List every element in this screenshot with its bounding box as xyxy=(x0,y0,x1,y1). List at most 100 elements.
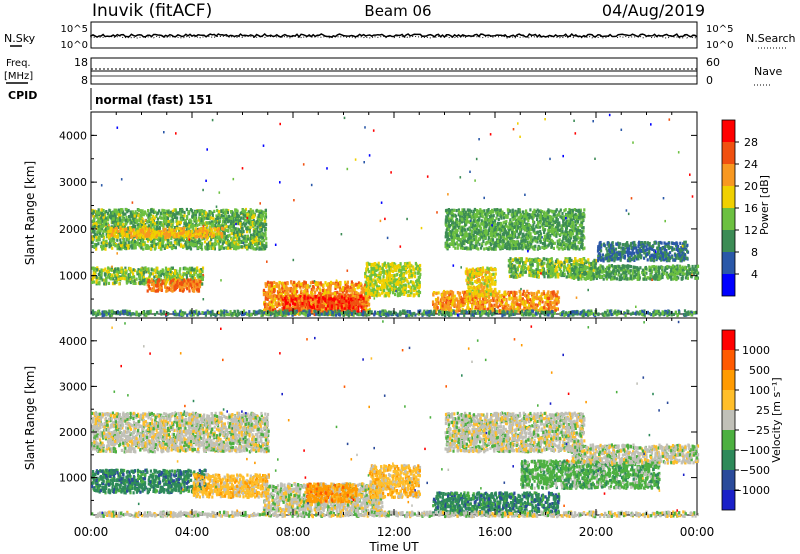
data-cell xyxy=(296,290,299,294)
data-cell xyxy=(150,282,153,287)
data-cell xyxy=(264,297,267,301)
data-cell xyxy=(314,302,317,306)
data-cell xyxy=(161,234,164,238)
data-cell xyxy=(197,246,200,250)
data-cell xyxy=(136,241,139,245)
data-cell xyxy=(185,207,188,212)
data-cell xyxy=(197,289,201,293)
data-cell xyxy=(182,231,185,235)
data-cell xyxy=(112,217,115,221)
data-cell xyxy=(398,277,401,281)
data-cell xyxy=(220,234,223,238)
data-cell xyxy=(194,235,197,239)
data-cell xyxy=(261,210,264,214)
data-cell xyxy=(341,295,344,299)
data-cell xyxy=(260,247,263,251)
data-cell xyxy=(174,208,177,212)
data-cell xyxy=(147,209,150,213)
data-cell xyxy=(201,269,204,273)
data-cell xyxy=(190,225,193,229)
data-cell xyxy=(95,243,98,247)
data-cell xyxy=(146,246,149,250)
data-cell xyxy=(381,286,384,290)
data-cell xyxy=(168,228,171,232)
data-cell xyxy=(124,228,127,232)
data-cell xyxy=(148,215,151,219)
data-cell xyxy=(223,231,226,236)
data-cell xyxy=(101,219,104,223)
data-cell xyxy=(219,219,222,223)
data-cell xyxy=(318,287,321,291)
data-cell xyxy=(249,213,252,217)
data-cell xyxy=(112,242,115,247)
data-cell xyxy=(153,230,156,234)
data-cell xyxy=(188,227,191,231)
data-cell xyxy=(194,227,197,231)
data-cell xyxy=(190,229,193,233)
data-cell xyxy=(93,217,96,221)
data-cell xyxy=(119,220,122,224)
data-cell xyxy=(224,211,227,215)
data-cell xyxy=(318,306,321,310)
data-cell xyxy=(150,223,153,227)
data-cell xyxy=(247,243,250,247)
data-cell xyxy=(251,241,254,245)
data-cell xyxy=(240,245,243,249)
data-cell xyxy=(110,226,113,230)
data-cell xyxy=(156,230,159,234)
data-cell xyxy=(302,306,305,310)
data-cell xyxy=(217,221,220,225)
data-cell xyxy=(100,234,103,238)
data-cell xyxy=(221,239,224,243)
data-cell xyxy=(261,232,264,236)
data-cell xyxy=(102,238,105,242)
data-cell xyxy=(98,276,101,280)
data-cell xyxy=(133,231,136,235)
data-cell xyxy=(168,276,171,281)
data-cell xyxy=(179,267,182,271)
data-cell xyxy=(320,299,323,303)
data-cell xyxy=(164,221,167,225)
data-cell xyxy=(145,227,149,231)
data-cell xyxy=(199,220,202,224)
data-cell xyxy=(206,237,209,241)
data-cell xyxy=(135,212,138,216)
data-cell xyxy=(128,230,131,234)
data-cell xyxy=(178,226,181,230)
data-cell xyxy=(157,270,160,274)
data-cell xyxy=(128,215,131,219)
data-cell xyxy=(187,244,190,248)
data-cell xyxy=(118,216,121,220)
data-cell xyxy=(183,244,186,248)
data-cell xyxy=(243,236,246,240)
data-cell xyxy=(245,212,248,216)
data-cell xyxy=(333,292,336,296)
data-cell xyxy=(365,300,368,304)
data-cell xyxy=(129,210,132,214)
data-cell xyxy=(184,219,187,223)
data-cell xyxy=(140,220,143,224)
data-cell xyxy=(235,247,238,251)
data-cell xyxy=(224,226,227,230)
data-cell xyxy=(418,280,421,285)
data-cell xyxy=(290,281,293,285)
data-cell xyxy=(164,212,167,216)
data-cell xyxy=(214,217,217,222)
data-cell xyxy=(240,223,243,227)
data-cell xyxy=(192,244,195,248)
data-cell xyxy=(345,290,348,294)
data-cell xyxy=(166,240,169,244)
data-cell xyxy=(135,228,138,232)
data-cell xyxy=(285,286,288,290)
data-cell xyxy=(253,239,256,243)
data-cell xyxy=(134,218,137,223)
data-cell xyxy=(116,233,119,237)
data-cell xyxy=(175,237,178,241)
data-cell xyxy=(147,215,150,219)
data-cell xyxy=(185,216,189,221)
data-cell xyxy=(222,214,225,218)
data-cell xyxy=(144,229,147,233)
data-cell xyxy=(158,244,161,248)
data-cell xyxy=(381,283,384,287)
data-cell xyxy=(194,242,197,247)
